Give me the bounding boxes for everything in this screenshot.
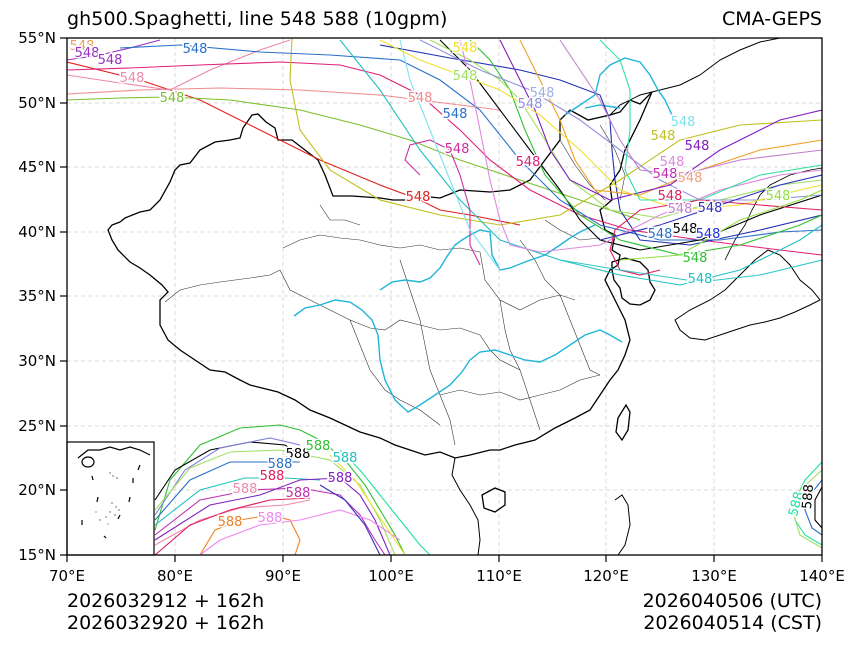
country-borders [107,38,822,555]
svg-text:90°E: 90°E [265,567,301,585]
svg-text:548: 548 [183,42,208,57]
init-utc-line: 2026032912 + 162h [67,590,265,612]
valid-cst-line: 2026040514 (CST) [643,612,822,634]
svg-text:140°E: 140°E [799,567,845,585]
svg-text:35°N: 35°N [18,287,56,305]
svg-text:588: 588 [328,471,353,486]
chart-title: gh500.Spaghetti, line 548 588 (10gpm) [67,8,448,30]
svg-text:548: 548 [120,71,145,86]
svg-text:588: 588 [260,469,285,484]
svg-text:548: 548 [70,39,95,54]
svg-text:548: 548 [98,53,123,68]
model-name: CMA-GEPS [721,8,822,30]
south-china-sea-inset [66,441,155,556]
svg-text:548: 548 [696,227,721,242]
svg-text:588: 588 [333,451,358,466]
svg-text:110°E: 110°E [476,567,522,585]
svg-text:548: 548 [653,167,678,182]
svg-text:548: 548 [688,272,713,287]
svg-text:548: 548 [683,251,708,266]
svg-text:548: 548 [453,69,478,84]
svg-text:40°N: 40°N [18,223,56,241]
svg-text:588: 588 [306,439,331,454]
svg-text:548: 548 [160,91,185,106]
svg-text:588: 588 [286,486,311,501]
init-cst-line: 2026032920 + 162h [67,612,265,634]
contours-588 [154,424,822,555]
svg-text:548: 548 [673,222,698,237]
svg-text:50°N: 50°N [18,94,56,112]
svg-text:20°N: 20°N [18,481,56,499]
rivers [293,57,673,413]
svg-text:588: 588 [800,484,817,510]
svg-text:548: 548 [678,171,703,186]
svg-text:588: 588 [268,457,293,472]
svg-text:548: 548 [648,227,673,242]
svg-text:80°E: 80°E [157,567,193,585]
init-time-block: 2026032912 + 162h 2026032920 + 162h [67,590,264,634]
svg-text:548: 548 [660,155,685,170]
svg-text:548: 548 [671,115,696,130]
svg-text:30°N: 30°N [18,352,56,370]
valid-utc-line: 2026040506 (UTC) [642,590,822,612]
svg-text:588: 588 [218,515,243,530]
x-axis-labels: 70°E 80°E 90°E 100°E 110°E 120°E 130°E 1… [49,567,845,585]
svg-text:45°N: 45°N [18,158,56,176]
svg-text:25°N: 25°N [18,417,56,435]
gridlines [67,38,822,555]
svg-text:548: 548 [516,155,541,170]
svg-text:548: 548 [443,107,468,122]
svg-text:548: 548 [685,139,710,154]
province-borders [164,124,626,446]
svg-text:588: 588 [286,447,311,462]
svg-text:548: 548 [453,41,478,56]
svg-text:588: 588 [233,482,258,497]
svg-text:548: 548 [406,190,431,205]
svg-text:55°N: 55°N [18,29,56,47]
svg-text:548: 548 [651,129,676,144]
contour-labels-548: 548 548 548 548 548 548 548 548 548 548 … [68,38,792,289]
svg-text:70°E: 70°E [49,567,85,585]
svg-text:100°E: 100°E [368,567,414,585]
svg-text:548: 548 [445,142,470,157]
svg-text:548: 548 [518,97,543,112]
svg-text:548: 548 [668,202,693,217]
contours-548 [67,38,822,286]
svg-text:548: 548 [408,91,433,106]
y-axis-labels: 15°N 20°N 25°N 30°N 35°N 40°N 45°N 50°N … [18,29,56,564]
axis-ticks [60,37,823,562]
svg-text:120°E: 120°E [583,567,629,585]
svg-text:588: 588 [258,511,283,526]
svg-text:15°N: 15°N [18,546,56,564]
svg-text:130°E: 130°E [691,567,737,585]
contour-labels-588: 588 588 588 588 588 588 588 588 588 588 … [216,438,818,532]
svg-text:548: 548 [530,86,555,101]
svg-text:548: 548 [75,46,100,61]
svg-text:548: 548 [658,189,683,204]
valid-time-block: 2026040506 (UTC) 2026040514 (CST) [643,590,822,634]
svg-text:548: 548 [698,201,723,216]
svg-text:548: 548 [766,189,791,204]
